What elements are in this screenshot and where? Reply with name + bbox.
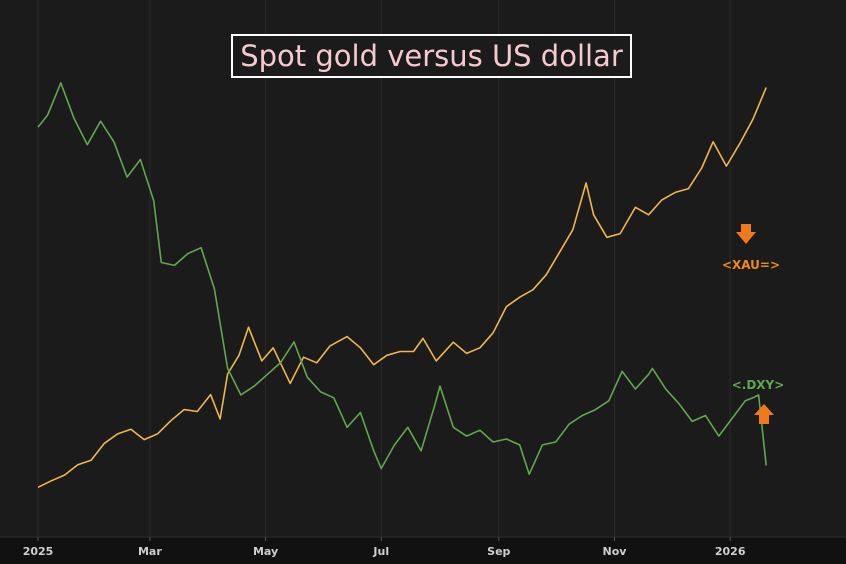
series-line-dxy [37,82,767,476]
series-label: <XAU=> [722,258,780,272]
series-annotations: <XAU=> <.DXY> [722,224,784,424]
series-line-xau [37,87,767,489]
x-tick-label: May [253,545,278,558]
series-lines [37,82,767,489]
x-tick-label: 2026 [715,545,746,558]
x-axis-ticks: 2025 Mar May Jul Sep Nov 2026 [23,537,746,558]
x-tick-label: Sep [487,545,510,558]
arrow-up-icon [754,404,774,424]
x-axis-band [0,537,846,564]
x-tick-label: 2025 [23,545,54,558]
x-tick-label: Mar [138,545,162,558]
arrow-down-icon [736,224,756,244]
series-label: <.DXY> [732,378,785,392]
chart-title: Spot gold versus US dollar [231,34,632,78]
vertical-gridlines [37,0,731,537]
x-tick-label: Jul [372,545,389,558]
x-tick-label: Nov [603,545,628,558]
